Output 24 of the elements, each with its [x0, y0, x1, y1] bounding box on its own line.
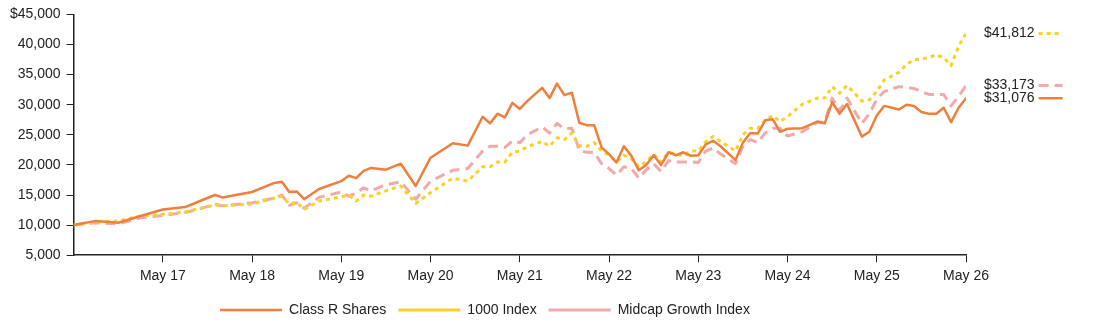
y-tick-label: 25,000 — [17, 125, 61, 142]
y-tick-label: 10,000 — [17, 215, 61, 232]
x-tick-label: May 25 — [853, 267, 900, 284]
line-series — [73, 32, 966, 227]
y-tick-label: 20,000 — [17, 155, 61, 172]
x-tick-label: May 22 — [586, 267, 633, 284]
y-tick-label: 15,000 — [17, 185, 61, 202]
data-label: $41,812 — [984, 24, 1035, 41]
y-tick-label: 5,000 — [25, 246, 61, 263]
y-tick-label: 40,000 — [17, 35, 61, 52]
legend-label: Midcap Growth Index — [617, 300, 750, 317]
x-tick-label: May 23 — [675, 267, 722, 284]
y-tick-label: 35,000 — [17, 65, 61, 82]
x-tick-label: May 18 — [229, 267, 276, 284]
legend-label: Class R Shares — [289, 300, 387, 317]
y-tick-label: $45,000 — [10, 5, 61, 22]
x-tick-label: May 26 — [943, 267, 990, 284]
x-tick-label: May 17 — [139, 267, 187, 284]
y-tick-label: 30,000 — [17, 95, 61, 112]
x-tick-label: May 20 — [407, 267, 454, 284]
x-tick-label: May 21 — [496, 267, 543, 284]
legend-label: 1000 Index — [467, 300, 537, 317]
x-tick-label: May 24 — [764, 267, 811, 284]
x-tick-label: May 19 — [318, 267, 365, 284]
